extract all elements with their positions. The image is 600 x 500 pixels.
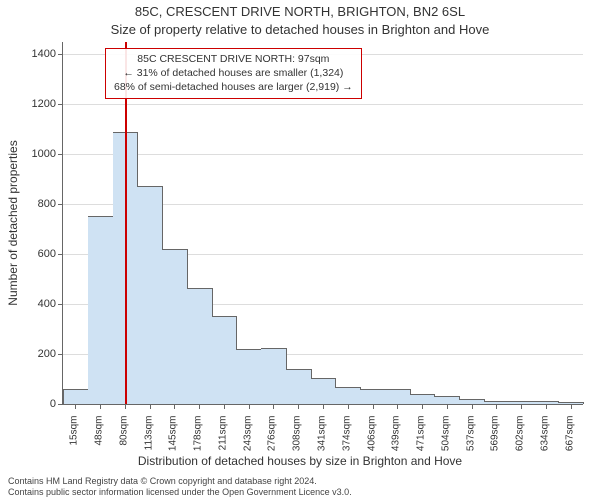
x-tick-label: 439sqm [391,416,402,466]
y-tick-mark [58,304,63,305]
histogram-bar [88,216,114,404]
histogram-bar [311,378,337,404]
x-tick-mark [174,404,175,409]
x-tick-label: 471sqm [416,416,427,466]
y-tick-mark [58,354,63,355]
x-tick-mark [397,404,398,409]
histogram-bar [162,249,188,404]
y-tick-mark [58,154,63,155]
y-tick-label: 200 [16,348,56,360]
y-tick-label: 600 [16,248,56,260]
x-tick-mark [224,404,225,409]
y-tick-mark [58,204,63,205]
x-tick-mark [323,404,324,409]
histogram-bar [385,389,411,404]
histogram-bar [335,387,361,404]
footer-line: Contains HM Land Registry data © Crown c… [8,476,352,487]
chart-title-line2: Size of property relative to detached ho… [0,22,600,37]
histogram-bar [137,186,163,404]
gridline [63,104,583,105]
y-tick-label: 800 [16,198,56,210]
y-axis-label: Number of detached properties [6,140,20,305]
x-tick-label: 504sqm [440,416,451,466]
plot-area: 85C CRESCENT DRIVE NORTH: 97sqm← 31% of … [62,42,583,405]
legend-line: 85C CRESCENT DRIVE NORTH: 97sqm [114,52,353,66]
y-tick-label: 400 [16,298,56,310]
x-tick-mark [373,404,374,409]
y-tick-mark [58,254,63,255]
footer-attribution: Contains HM Land Registry data © Crown c… [8,476,352,499]
x-tick-label: 211sqm [217,416,228,466]
x-tick-mark [199,404,200,409]
y-tick-label: 1400 [16,48,56,60]
x-tick-label: 341sqm [317,416,328,466]
x-tick-label: 80sqm [118,416,129,466]
x-tick-label: 634sqm [539,416,550,466]
y-tick-label: 1200 [16,98,56,110]
x-tick-mark [75,404,76,409]
histogram-bar [286,369,312,404]
y-tick-label: 1000 [16,148,56,160]
x-tick-label: 374sqm [341,416,352,466]
histogram-bar [187,288,213,404]
histogram-bar [261,348,287,404]
x-tick-mark [125,404,126,409]
x-tick-label: 178sqm [193,416,204,466]
histogram-bar [63,389,90,404]
x-tick-mark [298,404,299,409]
x-tick-mark [496,404,497,409]
histogram-bar [360,389,386,404]
x-tick-label: 308sqm [292,416,303,466]
y-tick-mark [58,104,63,105]
x-tick-label: 145sqm [168,416,179,466]
y-tick-mark [58,54,63,55]
histogram-bar [434,396,460,404]
x-tick-label: 537sqm [465,416,476,466]
gridline [63,154,583,155]
x-tick-mark [571,404,572,409]
x-tick-label: 569sqm [490,416,501,466]
x-tick-mark [273,404,274,409]
x-tick-mark [472,404,473,409]
x-tick-mark [521,404,522,409]
legend-line: 68% of semi-detached houses are larger (… [114,80,353,94]
x-tick-mark [422,404,423,409]
x-tick-mark [100,404,101,409]
x-tick-mark [348,404,349,409]
x-tick-mark [249,404,250,409]
x-tick-label: 15sqm [69,416,80,466]
x-tick-label: 276sqm [267,416,278,466]
x-tick-label: 48sqm [94,416,105,466]
histogram-bar [410,394,436,404]
chart-container: 85C, CRESCENT DRIVE NORTH, BRIGHTON, BN2… [0,0,600,500]
x-tick-mark [546,404,547,409]
y-tick-mark [58,404,63,405]
x-tick-label: 243sqm [242,416,253,466]
x-tick-label: 667sqm [564,416,575,466]
legend-line: ← 31% of detached houses are smaller (1,… [114,66,353,80]
y-tick-label: 0 [16,398,56,410]
x-tick-mark [150,404,151,409]
histogram-bar [212,316,238,404]
legend-box: 85C CRESCENT DRIVE NORTH: 97sqm← 31% of … [105,48,362,99]
footer-line: Contains public sector information licen… [8,487,352,498]
x-tick-label: 406sqm [366,416,377,466]
x-tick-label: 113sqm [143,416,154,466]
chart-title-line1: 85C, CRESCENT DRIVE NORTH, BRIGHTON, BN2… [0,4,600,19]
x-tick-label: 602sqm [515,416,526,466]
x-tick-mark [447,404,448,409]
histogram-bar [236,349,262,404]
